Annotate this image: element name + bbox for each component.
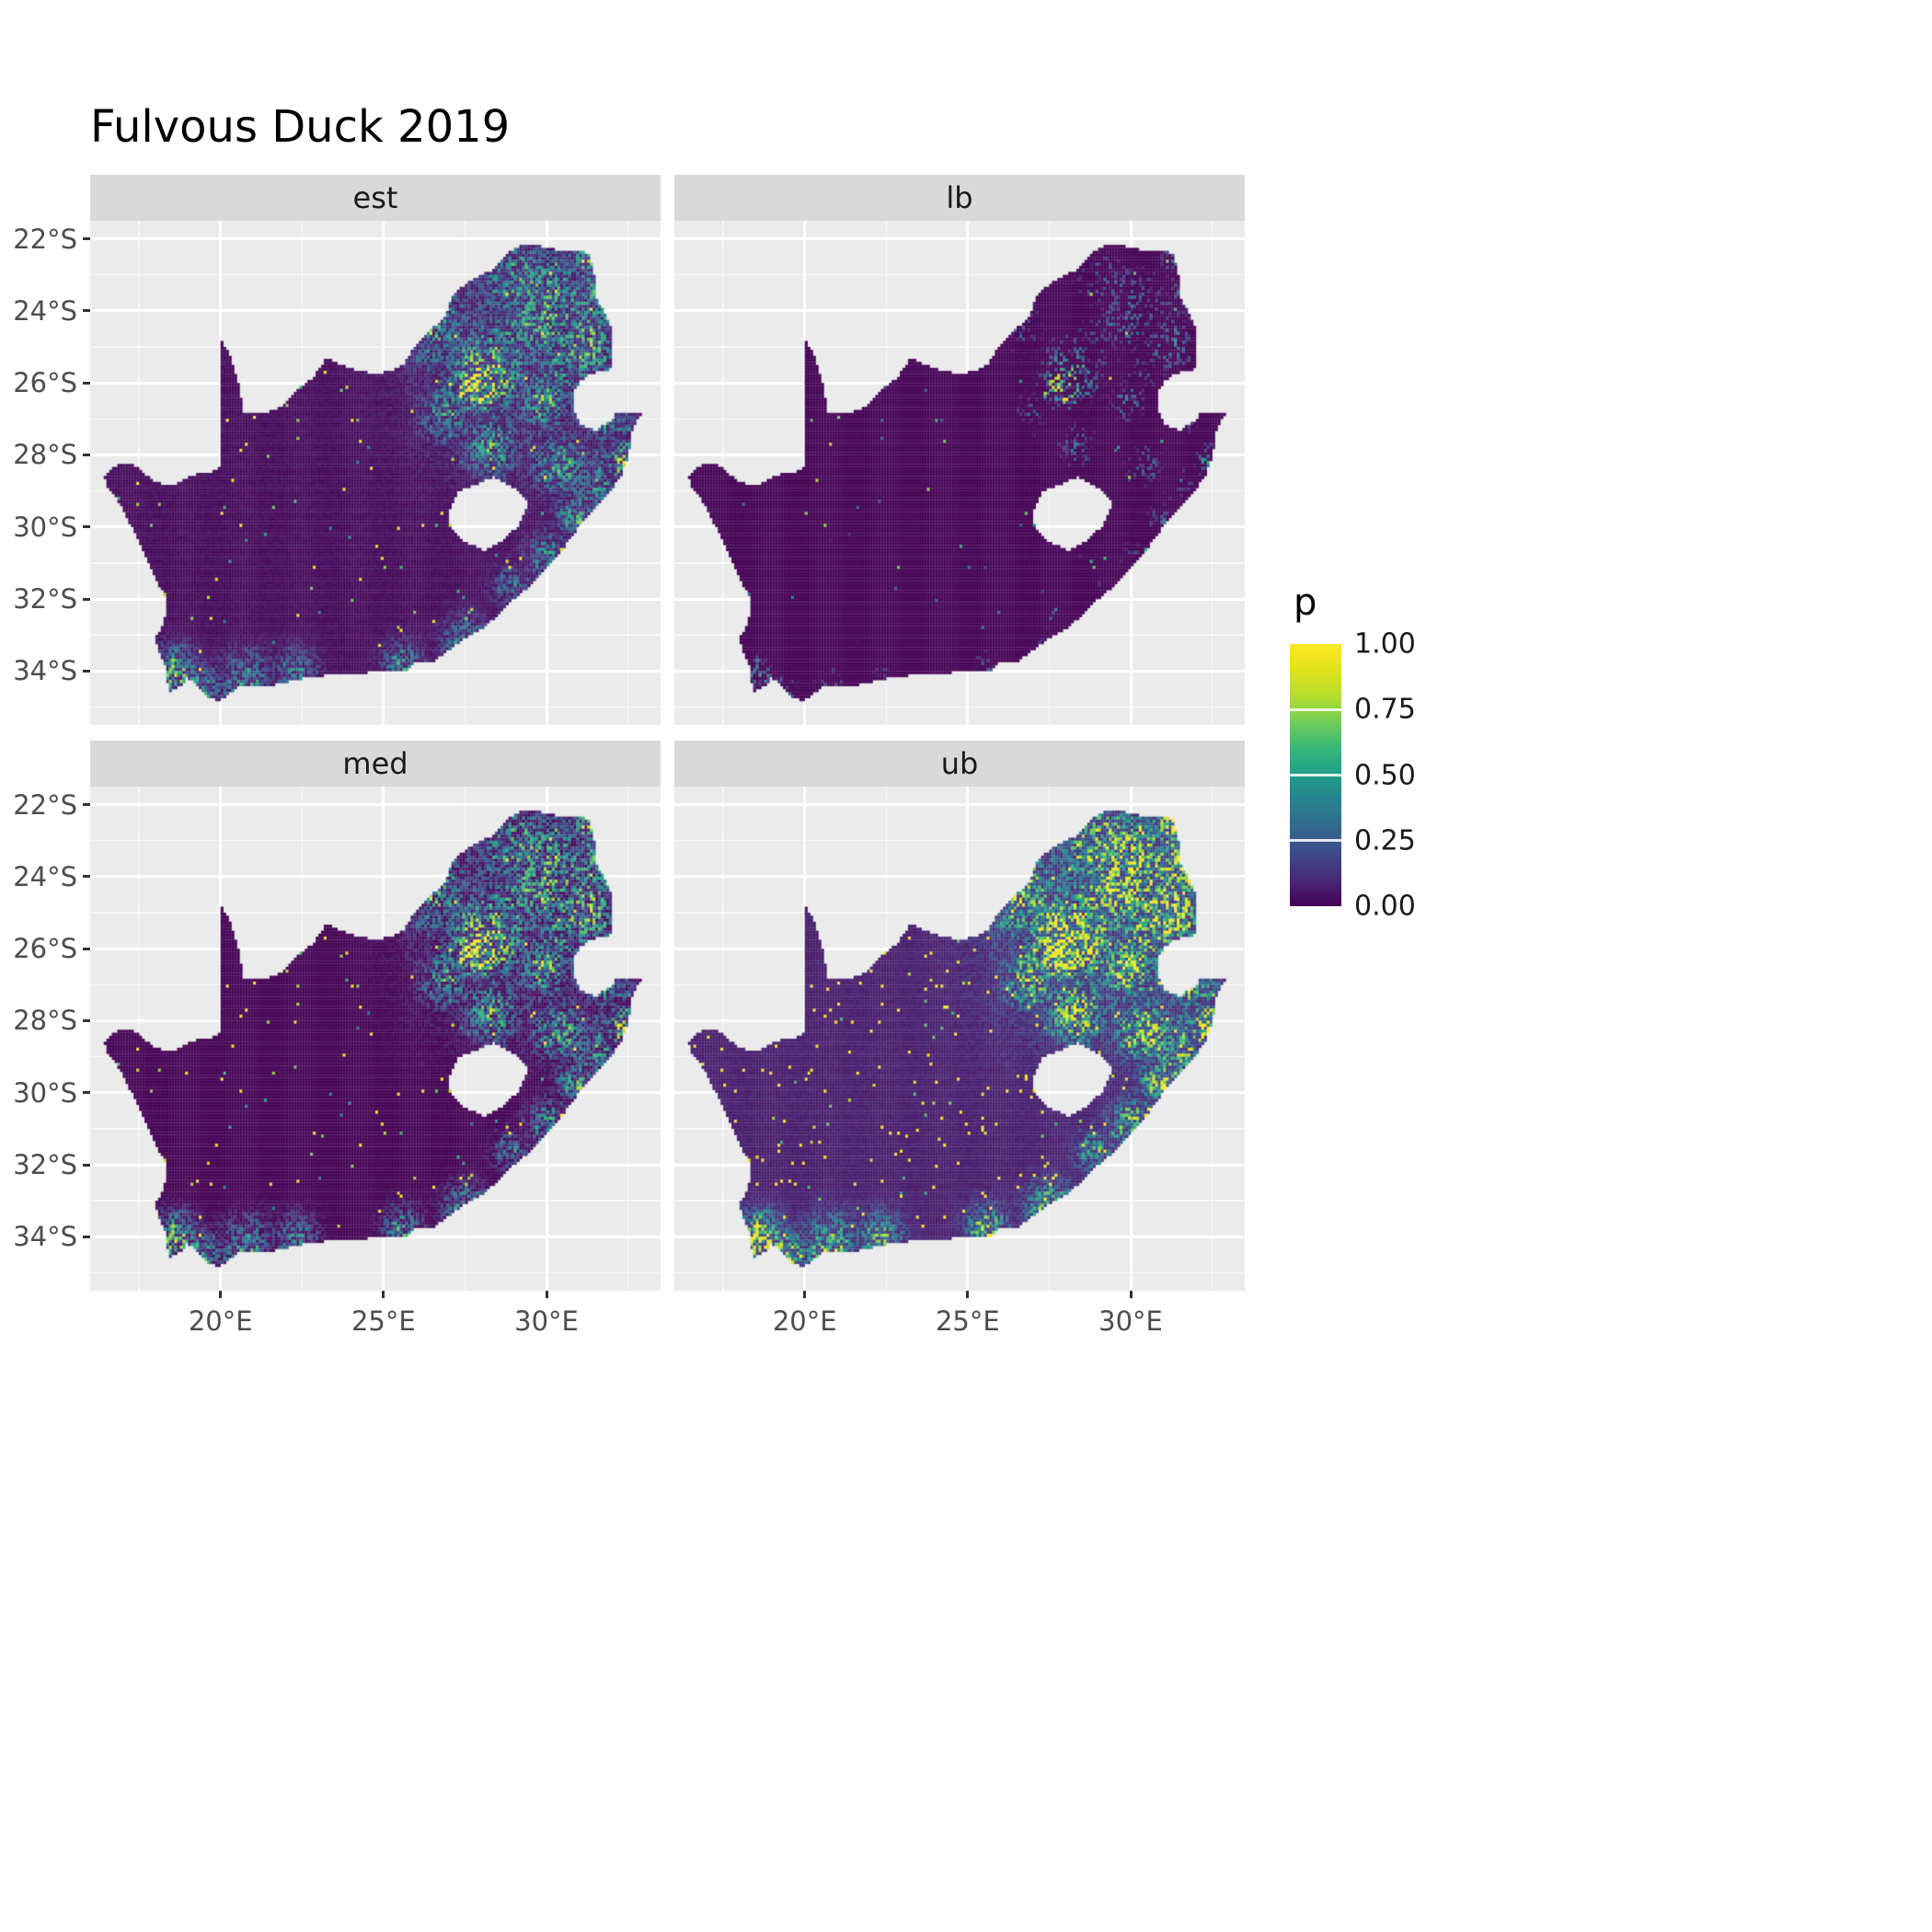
south-africa-raster-map-med (90, 787, 661, 1291)
x-axis-tick (382, 1291, 385, 1298)
legend-label: 0.25 (1354, 824, 1416, 857)
x-axis-label: 30°E (1098, 1305, 1163, 1337)
y-axis-tick (83, 309, 90, 313)
legend-tick (1290, 774, 1341, 776)
x-axis-tick (803, 1291, 807, 1298)
facet-strip-est: est (90, 175, 661, 221)
y-axis-label: 34°S (13, 655, 77, 687)
south-africa-raster-map-ub (674, 787, 1245, 1291)
legend-title: p (1294, 581, 1317, 624)
y-axis-label: 22°S (13, 223, 77, 255)
facet-panel-med (90, 787, 661, 1291)
y-axis-tick (83, 1235, 90, 1238)
y-axis-tick (83, 1091, 90, 1095)
y-axis-tick (83, 381, 90, 385)
legend-label: 0.75 (1354, 693, 1416, 726)
facet-strip-label-ub: ub (940, 746, 979, 781)
x-axis-tick (545, 1291, 548, 1298)
south-africa-raster-map-est (90, 221, 661, 725)
facet-panel-ub (674, 787, 1245, 1291)
x-axis-label: 30°E (514, 1305, 579, 1337)
x-axis-label: 20°E (188, 1305, 253, 1337)
x-axis-label: 25°E (935, 1305, 1000, 1337)
legend-label: 0.00 (1354, 890, 1416, 923)
y-axis-label: 28°S (13, 1005, 77, 1037)
facet-panel-lb (674, 221, 1245, 725)
y-axis-label: 32°S (13, 583, 77, 615)
facet-strip-label-med: med (342, 746, 408, 781)
y-axis-label: 22°S (13, 788, 77, 821)
y-axis-label: 28°S (13, 439, 77, 471)
south-africa-raster-map-lb (674, 221, 1245, 725)
y-axis-tick (83, 1018, 90, 1022)
x-axis-tick (1129, 1291, 1133, 1298)
facet-strip-label-lb: lb (946, 180, 973, 215)
legend-label: 0.50 (1354, 759, 1416, 791)
y-axis-tick (83, 597, 90, 601)
facet-strip-ub: ub (674, 741, 1245, 787)
y-axis-tick (83, 1163, 90, 1167)
facet-strip-med: med (90, 741, 661, 787)
y-axis-tick (83, 453, 90, 456)
y-axis-label: 24°S (13, 294, 77, 327)
x-axis-label: 20°E (772, 1305, 837, 1337)
facet-strip-lb: lb (674, 175, 1245, 221)
x-axis-label: 25°E (351, 1305, 416, 1337)
x-axis-tick (966, 1291, 970, 1298)
y-axis-label: 24°S (13, 860, 77, 892)
y-axis-label: 30°S (13, 1076, 77, 1109)
legend-label: 1.00 (1354, 627, 1416, 661)
legend-tick (1290, 707, 1341, 711)
y-axis-tick (83, 525, 90, 529)
y-axis-tick (83, 947, 90, 950)
facet-panel-est (90, 221, 661, 725)
y-axis-label: 34°S (13, 1221, 77, 1253)
y-axis-label: 26°S (13, 933, 77, 965)
y-axis-tick (83, 875, 90, 879)
y-axis-label: 30°S (13, 511, 77, 543)
plot-title: Fulvous Duck 2019 (90, 101, 511, 153)
x-axis-tick (219, 1291, 223, 1298)
legend-tick (1290, 839, 1341, 843)
y-axis-tick (83, 669, 90, 673)
facet-strip-label-est: est (352, 180, 398, 215)
y-axis-label: 32°S (13, 1149, 77, 1180)
y-axis-label: 26°S (13, 367, 77, 399)
y-axis-tick (83, 237, 90, 241)
y-axis-tick (83, 803, 90, 807)
